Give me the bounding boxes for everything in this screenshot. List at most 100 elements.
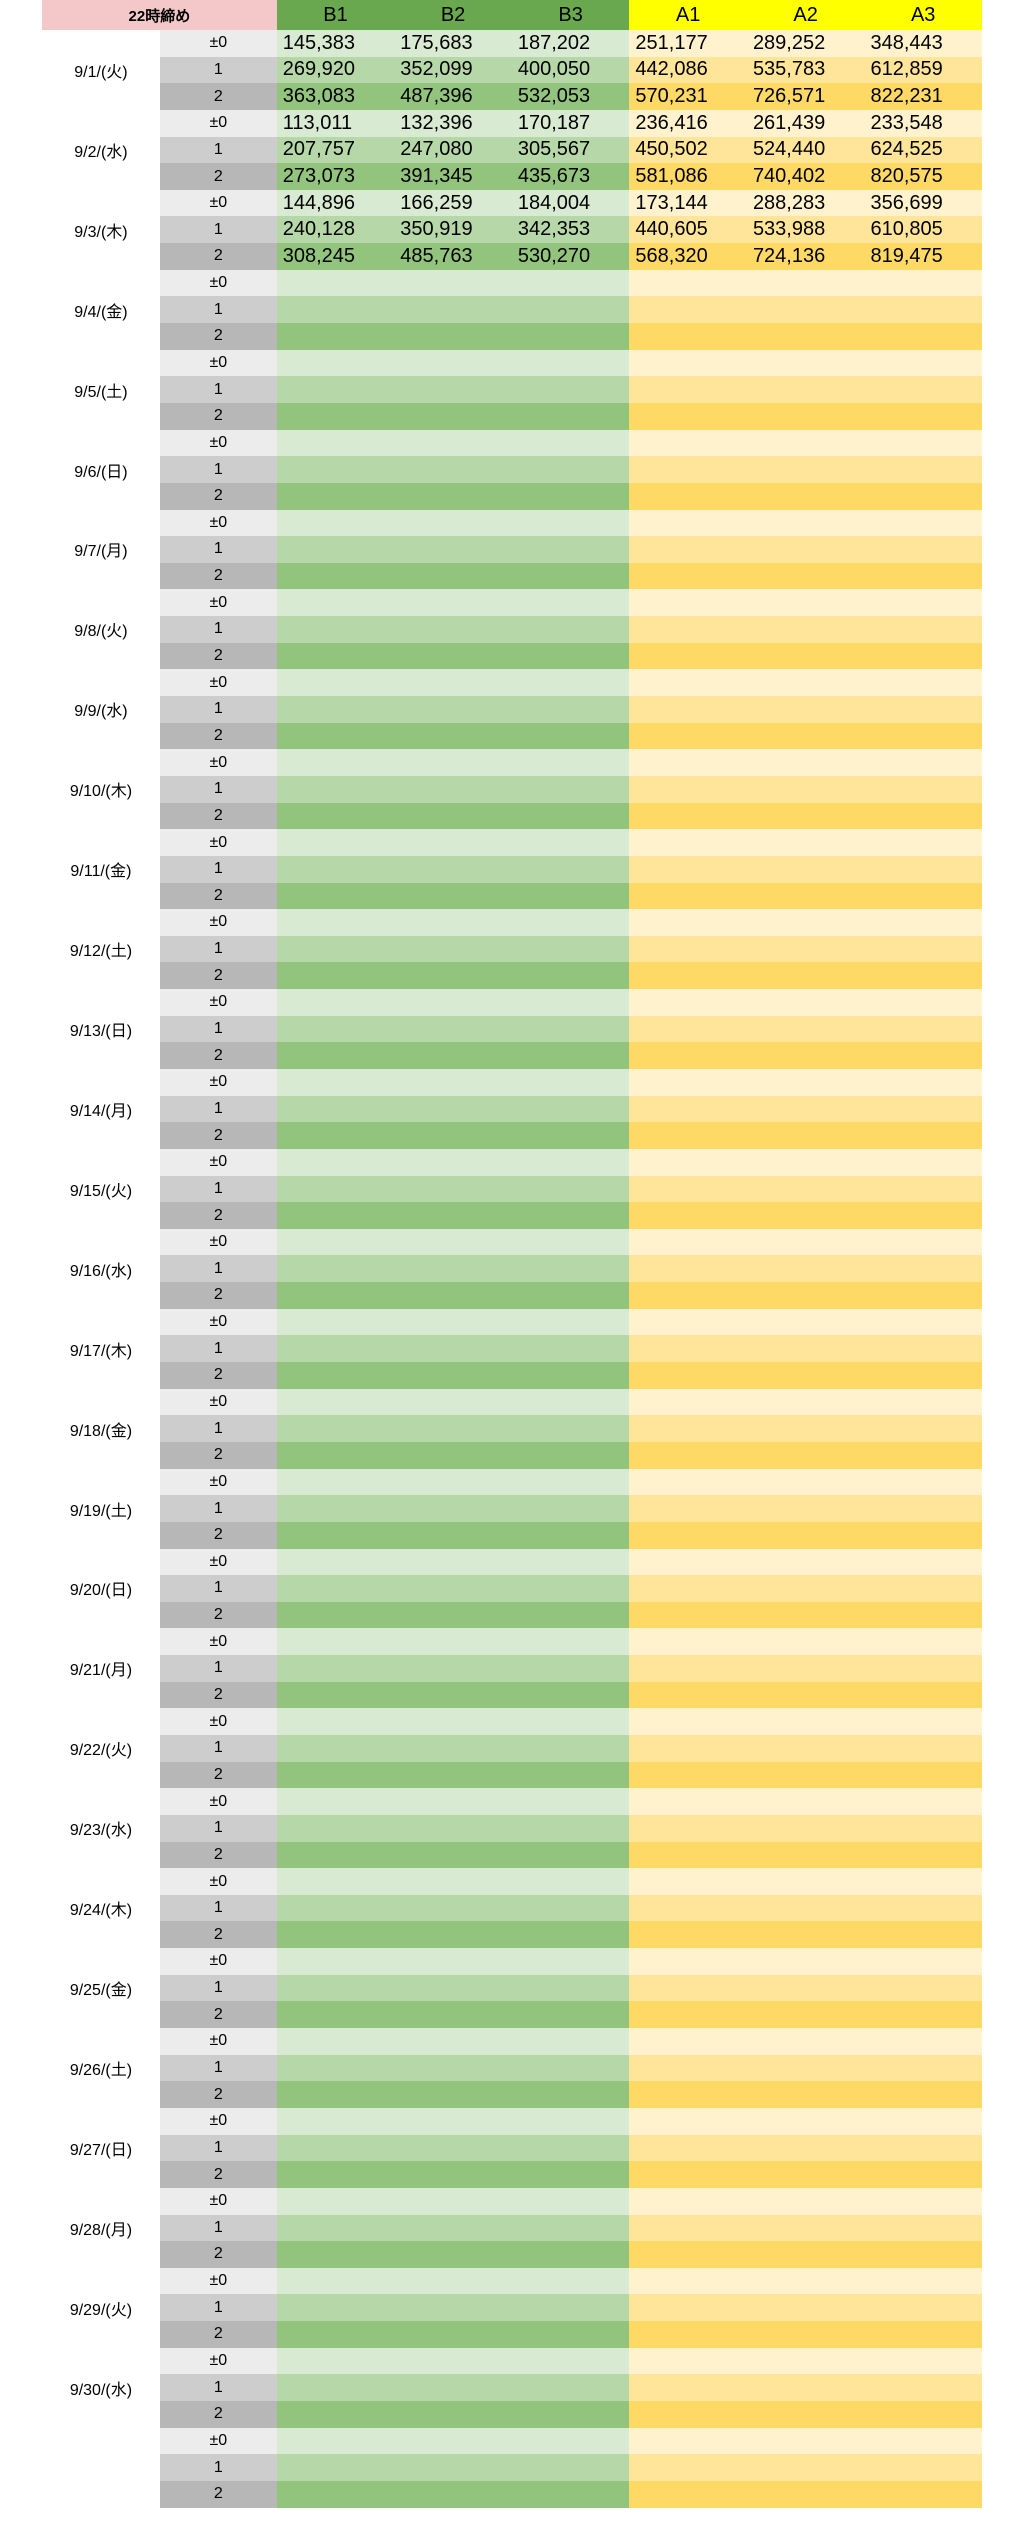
value-cell-a1[interactable]	[629, 2054, 747, 2082]
date-cell[interactable]	[42, 829, 160, 856]
date-cell[interactable]	[42, 1362, 160, 1389]
value-cell-b3[interactable]	[511, 642, 630, 670]
value-cell-a2[interactable]	[746, 1255, 865, 1283]
offset-cell[interactable]: 2	[159, 1362, 277, 1389]
date-cell[interactable]: 9/10/(木)	[42, 775, 160, 803]
value-cell-a3[interactable]	[864, 1362, 983, 1389]
value-cell-a1[interactable]	[629, 2107, 747, 2135]
value-cell-b3[interactable]	[511, 855, 630, 883]
value-cell-b2[interactable]	[394, 2480, 512, 2508]
offset-cell[interactable]: 1	[159, 2214, 277, 2242]
value-cell-a3[interactable]	[864, 775, 983, 803]
value-cell-b2[interactable]	[394, 1814, 512, 1842]
offset-cell[interactable]: 1	[159, 616, 277, 643]
offset-cell[interactable]: ±0	[159, 989, 277, 1016]
value-cell-b3[interactable]	[511, 1601, 630, 1629]
value-cell-a1[interactable]	[629, 2187, 747, 2215]
value-cell-b3[interactable]: 184,004	[511, 189, 630, 217]
value-cell-b3[interactable]	[511, 1974, 630, 2002]
date-cell[interactable]: 9/26/(土)	[42, 2054, 160, 2082]
value-cell-a2[interactable]	[746, 2187, 865, 2215]
value-cell-b3[interactable]	[511, 1761, 630, 1789]
value-cell-a1[interactable]	[629, 323, 747, 350]
value-cell-a3[interactable]	[864, 935, 983, 963]
value-cell-a2[interactable]	[746, 1894, 865, 1922]
value-cell-b1[interactable]	[276, 1388, 395, 1416]
offset-cell[interactable]: ±0	[159, 429, 277, 457]
offset-cell[interactable]: 1	[159, 56, 277, 84]
value-cell-a1[interactable]	[629, 1148, 747, 1176]
value-cell-a3[interactable]	[864, 1521, 983, 1549]
value-cell-b2[interactable]: 175,683	[394, 30, 512, 57]
value-cell-b1[interactable]	[276, 1228, 395, 1256]
value-cell-b3[interactable]	[511, 2454, 630, 2481]
value-cell-a2[interactable]	[746, 1175, 865, 1203]
offset-cell[interactable]: ±0	[159, 1228, 277, 1256]
value-cell-a1[interactable]	[629, 296, 747, 324]
date-cell[interactable]	[42, 1681, 160, 1709]
value-cell-a3[interactable]: 348,443	[864, 30, 983, 57]
value-cell-b3[interactable]	[511, 2294, 630, 2322]
date-cell[interactable]	[42, 2480, 160, 2508]
value-cell-b3[interactable]	[511, 2134, 630, 2162]
value-cell-b3[interactable]	[511, 562, 630, 590]
value-cell-a1[interactable]	[629, 1575, 747, 1602]
value-cell-b1[interactable]	[276, 2294, 395, 2322]
offset-cell[interactable]: 2	[159, 1282, 277, 1309]
value-cell-b3[interactable]	[511, 1282, 630, 1309]
date-cell[interactable]	[42, 323, 160, 350]
offset-cell[interactable]: 1	[159, 1575, 277, 1602]
value-cell-b3[interactable]	[511, 2241, 630, 2268]
offset-cell[interactable]: 1	[159, 1255, 277, 1283]
column-header-a1[interactable]: A1	[629, 0, 747, 30]
value-cell-b1[interactable]	[276, 749, 395, 776]
offset-cell[interactable]: 2	[159, 243, 277, 270]
date-cell[interactable]	[42, 2454, 160, 2481]
value-cell-a1[interactable]: 568,320	[629, 243, 747, 270]
value-cell-a1[interactable]	[629, 1095, 747, 1123]
value-cell-b3[interactable]	[511, 696, 630, 723]
value-cell-b2[interactable]	[394, 1441, 512, 1469]
date-cell[interactable]: 9/4/(金)	[42, 296, 160, 324]
value-cell-a2[interactable]	[746, 2001, 865, 2029]
value-cell-b1[interactable]	[276, 1415, 395, 1442]
value-cell-a2[interactable]	[746, 1655, 865, 1682]
value-cell-a3[interactable]	[864, 1841, 983, 1869]
value-cell-b1[interactable]	[276, 1095, 395, 1123]
value-cell-a2[interactable]	[746, 1202, 865, 1229]
date-cell[interactable]	[42, 1868, 160, 1895]
value-cell-a3[interactable]	[864, 589, 983, 617]
value-cell-b2[interactable]	[394, 2454, 512, 2481]
value-cell-a2[interactable]	[746, 989, 865, 1016]
value-cell-a1[interactable]	[629, 1468, 747, 1496]
date-cell[interactable]	[42, 1148, 160, 1176]
value-cell-b3[interactable]	[511, 1681, 630, 1709]
value-cell-a3[interactable]	[864, 2401, 983, 2428]
value-cell-b1[interactable]	[276, 2134, 395, 2162]
value-cell-b2[interactable]	[394, 962, 512, 990]
value-cell-a3[interactable]	[864, 1948, 983, 1975]
value-cell-b3[interactable]	[511, 1415, 630, 1442]
value-cell-a1[interactable]	[629, 429, 747, 457]
value-cell-a1[interactable]	[629, 1068, 747, 1096]
value-cell-a3[interactable]: 624,525	[864, 136, 983, 164]
value-cell-a2[interactable]	[746, 855, 865, 883]
value-cell-b3[interactable]	[511, 1095, 630, 1123]
value-cell-a3[interactable]	[864, 1095, 983, 1123]
value-cell-b2[interactable]	[394, 882, 512, 910]
value-cell-a1[interactable]	[629, 536, 747, 563]
value-cell-a1[interactable]	[629, 1441, 747, 1469]
value-cell-b1[interactable]	[276, 802, 395, 830]
value-cell-a1[interactable]	[629, 562, 747, 590]
value-cell-b1[interactable]	[276, 1468, 395, 1496]
value-cell-b3[interactable]	[511, 1655, 630, 1682]
value-cell-a3[interactable]	[864, 482, 983, 510]
value-cell-a1[interactable]	[629, 749, 747, 776]
value-cell-a2[interactable]	[746, 1095, 865, 1123]
value-cell-b2[interactable]	[394, 855, 512, 883]
value-cell-b3[interactable]	[511, 509, 630, 537]
value-cell-b2[interactable]	[394, 2187, 512, 2215]
offset-cell[interactable]: ±0	[159, 1308, 277, 1336]
value-cell-b3[interactable]	[511, 1708, 630, 1735]
value-cell-b3[interactable]	[511, 616, 630, 643]
